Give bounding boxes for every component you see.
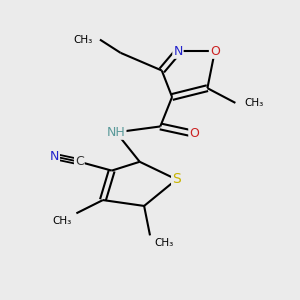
Text: C: C <box>75 155 84 168</box>
Text: CH₃: CH₃ <box>53 216 72 226</box>
Text: CH₃: CH₃ <box>154 238 174 248</box>
Text: N: N <box>173 45 183 58</box>
Text: O: O <box>189 127 199 140</box>
Text: NH: NH <box>107 126 125 139</box>
Text: S: S <box>172 172 181 186</box>
Text: N: N <box>50 150 59 163</box>
Text: CH₃: CH₃ <box>73 34 93 45</box>
Text: CH₃: CH₃ <box>244 98 263 108</box>
Text: O: O <box>210 45 220 58</box>
